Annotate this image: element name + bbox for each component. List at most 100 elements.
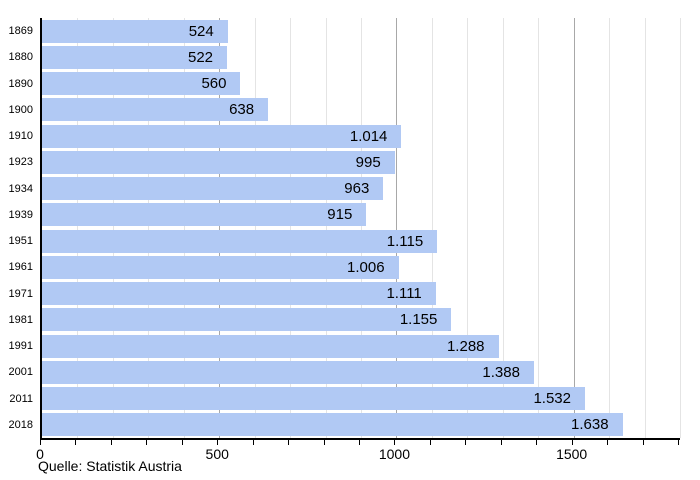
x-axis-tick: [642, 440, 644, 445]
gridline: [538, 18, 540, 438]
x-axis-tick: [359, 440, 360, 445]
y-axis-label: 1880: [8, 51, 33, 64]
bar-2001: 1.388: [42, 360, 534, 384]
gridline: [573, 18, 575, 438]
bar-value-label: 963: [344, 180, 370, 198]
x-axis-tick: [500, 440, 502, 445]
y-axis-label: 1981: [8, 313, 33, 326]
y-axis-label: 2018: [8, 418, 33, 431]
x-axis-tick-label: 1000: [378, 446, 411, 462]
x-axis-tick: [110, 440, 112, 445]
bar-row: 963: [42, 176, 680, 202]
plot-area: 524 522 560 638 1.014 995 963 915 1.115 1.006 1.11…: [40, 18, 681, 440]
y-axis-label: 2011: [9, 392, 33, 405]
gridline: [219, 18, 221, 438]
bar-row: 1.638: [42, 412, 680, 438]
y-axis-label: 1900: [8, 103, 33, 116]
bar-value-label: 995: [355, 153, 381, 171]
gridline: [467, 18, 469, 438]
bar-row: 638: [42, 97, 680, 123]
x-axis-tick: [465, 440, 467, 445]
gridline: [431, 18, 433, 438]
y-axis-label: 1934: [8, 182, 33, 195]
x-axis-ticks: [40, 440, 679, 445]
gridline: [609, 18, 611, 438]
bar-1934: 963: [42, 177, 384, 201]
y-axis-labels: 1869 1880 1890 1900 1910 1923 1934 1939 1951 1961…: [0, 18, 33, 438]
bar-value-label: 1.288: [446, 337, 485, 355]
bar-1910: 1.014: [42, 124, 402, 148]
x-axis-tick: [429, 440, 431, 445]
gridline: [112, 18, 114, 438]
x-axis-tick-labels: 0 500 1000 1500: [36, 446, 678, 462]
y-axis-label: 1923: [8, 156, 33, 169]
bar-value-label: 638: [229, 101, 255, 119]
x-axis-tick: [323, 440, 325, 445]
bar-value-label: 1.014: [349, 127, 388, 145]
bar-value-label: 560: [201, 75, 227, 93]
bar-1939: 915: [42, 203, 367, 227]
y-axis-label: 1869: [8, 25, 33, 38]
x-axis-tick: [252, 440, 254, 445]
x-axis-tick: [536, 440, 538, 445]
gridline: [502, 18, 504, 438]
bar-2011: 1.532: [42, 387, 585, 411]
bar-value-label: 524: [188, 22, 214, 40]
bars-layer: 524 522 560 638 1.014 995 963 915 1.115 1.006 1.11…: [42, 18, 680, 438]
bar-row: 1.014: [42, 123, 680, 149]
gridline: [290, 18, 292, 438]
bar-1951: 1.115: [42, 229, 438, 253]
bar-1890: 560: [42, 72, 241, 96]
y-axis-label: 1910: [8, 130, 33, 143]
x-axis-tick-label: 0: [36, 446, 44, 462]
x-axis-tick: [75, 440, 77, 445]
x-axis-tick: [571, 440, 573, 445]
bar-value-label: 522: [187, 48, 214, 66]
bar-row: 995: [42, 149, 680, 175]
bar-row: 1.288: [42, 333, 680, 359]
y-axis-label: 1890: [8, 77, 33, 90]
x-axis-tick: [678, 440, 679, 445]
gridline: [148, 18, 150, 438]
x-axis-tick: [217, 440, 219, 445]
bar-2018: 1.638: [42, 413, 623, 437]
y-axis-label: 1951: [8, 235, 33, 248]
bar-row: 1.115: [42, 228, 680, 254]
bar-value-label: 1.155: [399, 311, 438, 329]
y-axis-label: 1991: [8, 340, 33, 353]
gridline: [680, 18, 681, 438]
gridline: [396, 18, 398, 438]
bar-value-label: 1.111: [386, 285, 422, 303]
y-axis-label: 1939: [8, 208, 33, 221]
bar-row: 1.006: [42, 254, 680, 280]
gridline: [77, 18, 79, 438]
gridline: [325, 18, 327, 438]
bar-1900: 638: [42, 98, 269, 122]
gridline: [254, 18, 256, 438]
x-axis-tick-label: 1500: [556, 446, 588, 462]
source-label: Quelle: Statistik Austria: [38, 458, 182, 474]
bar-1961: 1.006: [42, 255, 399, 279]
bar-row: 1.155: [42, 307, 680, 333]
bar-row: 524: [42, 18, 680, 44]
bar-row: 1.388: [42, 359, 680, 385]
x-axis-tick: [607, 440, 609, 445]
bar-1880: 522: [42, 45, 228, 69]
bar-row: 560: [42, 71, 680, 97]
bar-row: 1.111: [42, 281, 680, 307]
gridline: [361, 18, 362, 438]
gridline: [183, 18, 185, 438]
x-axis-tick: [40, 440, 41, 445]
bar-value-label: 1.115: [386, 232, 424, 250]
bar-value-label: 915: [327, 206, 353, 224]
bar-1923: 995: [42, 150, 395, 174]
bar-row: 522: [42, 44, 680, 70]
bar-value-label: 1.638: [571, 416, 609, 434]
grid-layer: [42, 18, 681, 438]
gridline: [644, 18, 646, 438]
bar-1981: 1.155: [42, 308, 452, 332]
bar-value-label: 1.388: [482, 363, 520, 381]
bar-value-label: 1.006: [347, 258, 385, 276]
bar-row: 915: [42, 202, 680, 228]
